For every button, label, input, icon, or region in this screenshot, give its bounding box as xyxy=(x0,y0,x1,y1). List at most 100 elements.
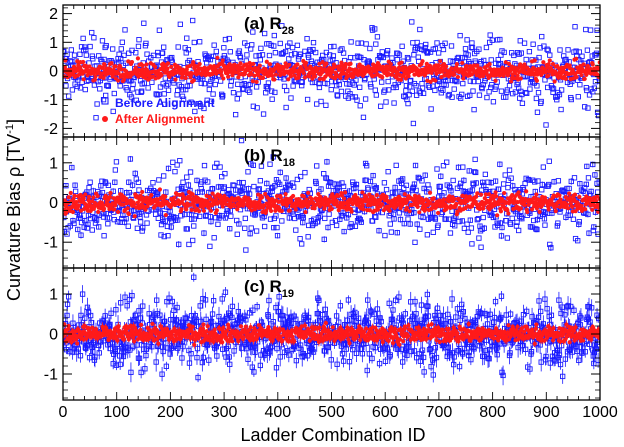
after-alignment-point xyxy=(493,190,498,195)
before-alignment-point xyxy=(184,226,190,232)
before-alignment-point xyxy=(216,212,223,219)
before-alignment-point xyxy=(411,181,418,187)
before-alignment-point xyxy=(69,164,75,171)
before-alignment-point xyxy=(424,48,430,55)
after-alignment-point xyxy=(320,60,325,65)
before-alignment-point xyxy=(462,46,469,52)
before-alignment-point xyxy=(69,87,76,93)
before-alignment-point xyxy=(137,214,143,220)
before-alignment-point xyxy=(486,89,492,95)
after-alignment-point xyxy=(140,189,145,195)
after-alignment-point xyxy=(283,192,288,197)
before-alignment-point xyxy=(413,83,419,89)
after-alignment-point xyxy=(227,62,232,67)
after-alignment-point xyxy=(77,65,83,70)
legend-before-label: Before Alignment xyxy=(115,96,215,110)
before-alignment-point xyxy=(504,235,511,241)
after-alignment-point xyxy=(252,73,257,78)
after-alignment-point xyxy=(254,79,259,84)
after-alignment-point xyxy=(169,64,174,69)
after-alignment-point xyxy=(477,206,483,212)
after-alignment-point xyxy=(420,59,425,64)
y-tick-label: 2 xyxy=(49,6,58,23)
before-alignment-point xyxy=(156,91,162,98)
before-alignment-point xyxy=(242,225,248,231)
before-alignment-point xyxy=(384,48,391,54)
before-alignment-point xyxy=(271,43,277,49)
after-alignment-point xyxy=(464,63,469,69)
before-alignment-point xyxy=(561,189,567,195)
before-alignment-point xyxy=(538,98,544,105)
before-alignment-point xyxy=(469,241,475,247)
before-alignment-point xyxy=(88,312,94,319)
before-alignment-point xyxy=(383,99,389,105)
before-alignment-point xyxy=(236,48,243,54)
before-alignment-point xyxy=(83,52,90,58)
before-alignment-point xyxy=(212,81,218,88)
after-alignment-point xyxy=(132,201,137,207)
before-alignment-point xyxy=(86,184,92,191)
before-alignment-point xyxy=(352,223,359,229)
before-alignment-point xyxy=(452,223,458,229)
before-alignment-point xyxy=(415,54,421,60)
before-alignment-point xyxy=(338,88,345,95)
before-alignment-point xyxy=(70,320,76,326)
before-alignment-point xyxy=(565,47,571,53)
after-alignment-point xyxy=(79,68,84,73)
before-alignment-point xyxy=(101,56,107,63)
before-alignment-point xyxy=(135,89,141,95)
after-alignment-point xyxy=(404,205,410,210)
before-alignment-point xyxy=(127,156,134,162)
after-alignment-point xyxy=(83,192,88,197)
after-alignment-point xyxy=(192,203,197,209)
after-alignment-point xyxy=(402,197,407,202)
after-alignment-point xyxy=(291,193,296,199)
before-alignment-point xyxy=(191,223,197,229)
after-alignment-point xyxy=(407,209,412,214)
after-alignment-point xyxy=(546,73,551,78)
before-alignment-point xyxy=(424,50,431,56)
before-alignment-point xyxy=(180,179,186,185)
before-alignment-point xyxy=(531,80,537,86)
before-alignment-point xyxy=(592,172,598,178)
after-alignment-point xyxy=(449,66,454,71)
before-alignment-point xyxy=(434,40,440,46)
before-alignment-point xyxy=(108,310,114,316)
before-alignment-point xyxy=(547,241,553,248)
before-alignment-point xyxy=(120,212,126,218)
after-alignment-point xyxy=(438,58,443,64)
before-alignment-point xyxy=(133,50,139,56)
after-alignment-point xyxy=(481,74,486,79)
after-alignment-point xyxy=(81,77,86,82)
after-alignment-point xyxy=(266,73,272,78)
before-alignment-point xyxy=(253,53,259,59)
before-alignment-point xyxy=(398,177,404,184)
before-alignment-point xyxy=(345,211,352,218)
before-alignment-point xyxy=(352,55,358,61)
before-alignment-point xyxy=(258,163,265,169)
after-alignment-point xyxy=(293,207,298,212)
before-alignment-point xyxy=(490,214,497,221)
after-alignment-point xyxy=(495,213,500,218)
after-alignment-point xyxy=(135,200,141,205)
before-alignment-point xyxy=(237,53,243,59)
before-alignment-point xyxy=(174,87,181,94)
before-alignment-point xyxy=(413,187,419,194)
before-alignment-point xyxy=(391,100,397,106)
before-alignment-point xyxy=(515,227,522,234)
before-alignment-point xyxy=(252,212,258,218)
before-alignment-point xyxy=(91,82,98,88)
before-alignment-point xyxy=(353,185,359,191)
before-alignment-point xyxy=(215,184,222,190)
before-alignment-point xyxy=(479,85,485,92)
before-alignment-point xyxy=(534,109,541,115)
before-alignment-point xyxy=(238,137,245,144)
before-alignment-point xyxy=(522,89,529,96)
before-alignment-point xyxy=(323,175,330,181)
before-alignment-point xyxy=(469,40,475,46)
after-alignment-point xyxy=(388,61,393,67)
before-alignment-point xyxy=(254,105,260,111)
before-alignment-point xyxy=(199,189,206,195)
before-alignment-point xyxy=(353,77,359,83)
before-alignment-point xyxy=(546,158,552,164)
